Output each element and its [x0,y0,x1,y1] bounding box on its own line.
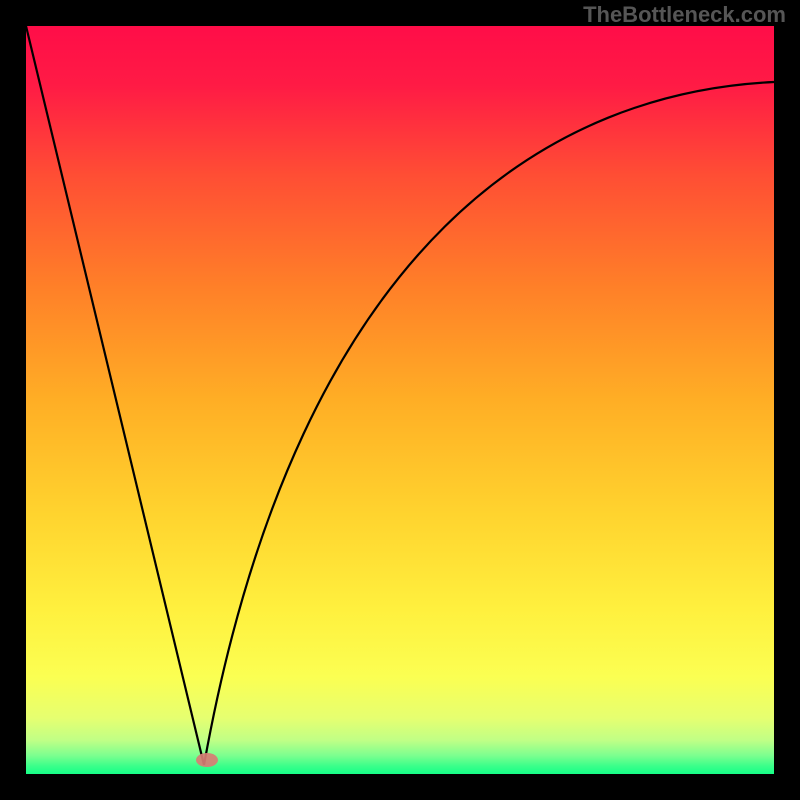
optimal-marker [196,753,218,767]
plot-svg [0,0,800,800]
gradient-background [26,26,774,774]
chart-frame: TheBottleneck.com [0,0,800,800]
watermark-text: TheBottleneck.com [583,2,786,28]
